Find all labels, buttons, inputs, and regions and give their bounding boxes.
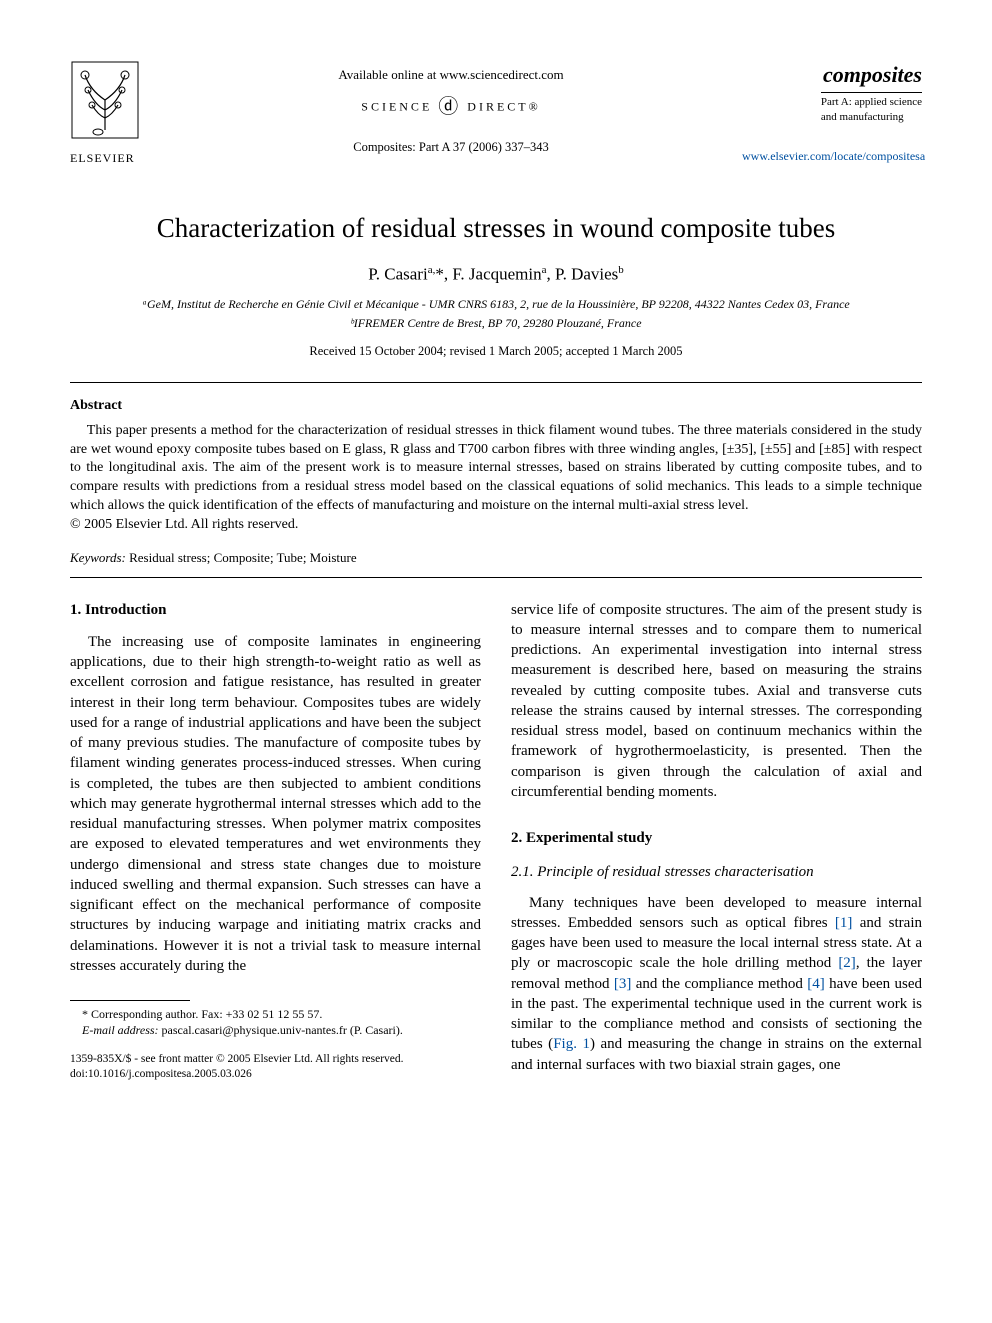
author-list: P. Casaria,*, F. Jacquemina, P. Daviesb <box>70 263 922 287</box>
divider <box>70 577 922 578</box>
journal-logo: composites Part A: applied scienceand ma… <box>742 60 922 164</box>
sciencedirect-logo: SCIENCE ⓓ DIRECT® <box>160 94 742 121</box>
journal-title: composites <box>742 60 922 90</box>
abstract-text: This paper presents a method for the cha… <box>70 422 922 516</box>
corresponding-author: * Corresponding author. Fax: +33 02 51 1… <box>70 1007 481 1023</box>
publisher-logo: ELSEVIER <box>70 60 160 166</box>
doi-line: doi:10.1016/j.compositesa.2005.03.026 <box>70 1067 481 1082</box>
article-title: Characterization of residual stresses in… <box>70 210 922 246</box>
affiliation-b: ᵇIFREMER Centre de Brest, BP 70, 29280 P… <box>70 315 922 331</box>
page-header: ELSEVIER Available online at www.science… <box>70 60 922 166</box>
email-line: E-mail address: pascal.casari@physique.u… <box>70 1023 481 1039</box>
section-1-heading: 1. Introduction <box>70 600 481 620</box>
publisher-name: ELSEVIER <box>70 150 160 166</box>
left-column: 1. Introduction The increasing use of co… <box>70 600 481 1083</box>
keywords-label: Keywords: <box>70 550 126 565</box>
abstract-body: This paper presents a method for the cha… <box>70 422 922 535</box>
elsevier-tree-icon <box>70 60 140 140</box>
header-center: Available online at www.sciencedirect.co… <box>160 60 742 155</box>
at-symbol-icon: ⓓ <box>438 96 461 118</box>
copyright-text: © 2005 Elsevier Ltd. All rights reserved… <box>70 516 922 535</box>
subsection-2-1-heading: 2.1. Principle of residual stresses char… <box>511 862 922 882</box>
two-column-body: 1. Introduction The increasing use of co… <box>70 600 922 1083</box>
ref-link-3[interactable]: [3] <box>614 976 632 992</box>
article-dates: Received 15 October 2004; revised 1 Marc… <box>70 343 922 360</box>
sd-right: DIRECT® <box>467 99 540 113</box>
issn-line: 1359-835X/$ - see front matter © 2005 El… <box>70 1052 481 1067</box>
journal-url[interactable]: www.elsevier.com/locate/compositesa <box>742 148 922 164</box>
affiliation-a: ᵃGeM, Institut de Recherche en Génie Civ… <box>70 296 922 312</box>
ref-link-1[interactable]: [1] <box>835 915 853 931</box>
keywords-text: Residual stress; Composite; Tube; Moistu… <box>129 550 357 565</box>
doi-block: 1359-835X/$ - see front matter © 2005 El… <box>70 1052 481 1082</box>
ref-link-4[interactable]: [4] <box>807 976 825 992</box>
email-address: pascal.casari@physique.univ-nantes.fr (P… <box>162 1023 403 1037</box>
fig-link-1[interactable]: Fig. 1 <box>553 1036 590 1052</box>
experimental-paragraph: Many techniques have been developed to m… <box>511 893 922 1075</box>
sd-left: SCIENCE <box>361 99 432 113</box>
intro-continuation: service life of composite structures. Th… <box>511 600 922 803</box>
abstract-heading: Abstract <box>70 397 922 416</box>
right-column: service life of composite structures. Th… <box>511 600 922 1083</box>
section-2-heading: 2. Experimental study <box>511 828 922 848</box>
divider <box>70 382 922 383</box>
journal-subtitle: Part A: applied scienceand manufacturing <box>821 92 922 125</box>
email-label: E-mail address: <box>82 1023 159 1037</box>
available-online-text: Available online at www.sciencedirect.co… <box>160 66 742 84</box>
ref-link-2[interactable]: [2] <box>838 955 856 971</box>
keywords: Keywords: Residual stress; Composite; Tu… <box>70 549 922 567</box>
footnote-divider <box>70 1000 190 1001</box>
intro-paragraph: The increasing use of composite laminate… <box>70 632 481 976</box>
footnote-block: * Corresponding author. Fax: +33 02 51 1… <box>70 1007 481 1038</box>
journal-reference: Composites: Part A 37 (2006) 337–343 <box>160 139 742 156</box>
